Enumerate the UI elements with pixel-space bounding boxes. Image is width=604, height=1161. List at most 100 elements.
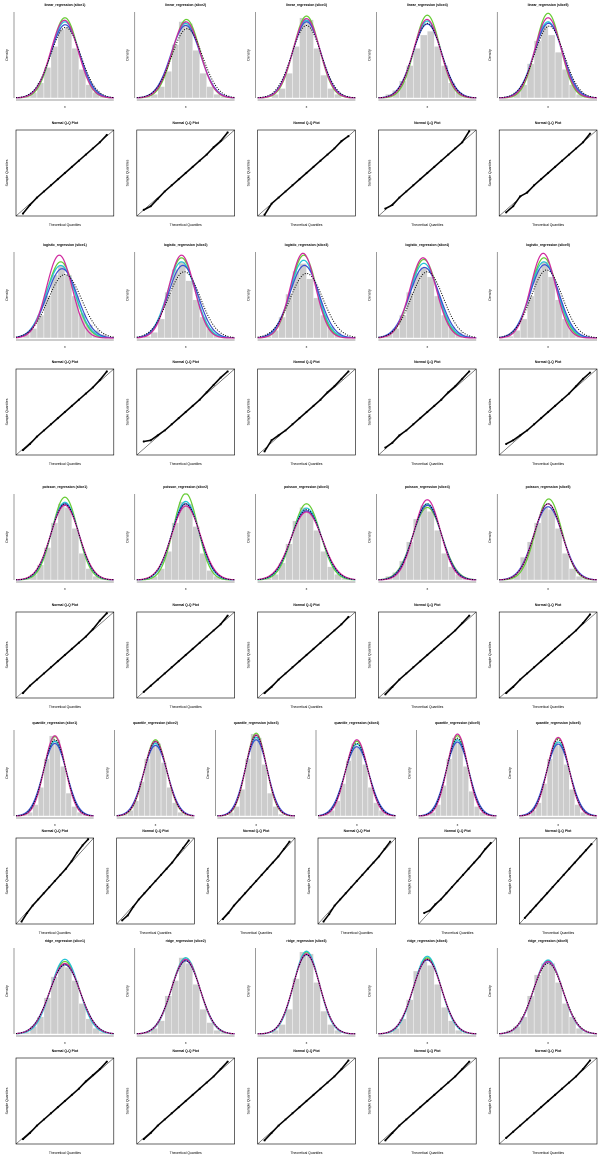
qq-point [553,165,557,168]
density-curve [378,14,477,99]
qq-point [419,1106,422,1109]
qq-point [219,1067,222,1071]
plot-frame [15,129,115,217]
qq-point [219,623,222,626]
density-curve [136,960,235,1035]
qq-point [56,1106,60,1109]
density-curve [499,17,598,99]
bar [362,764,369,817]
qq-point [25,911,29,915]
qq-point [56,417,60,420]
plot-frame [136,129,235,217]
qq-point [121,919,124,922]
qq-point [91,147,94,150]
chart-title: ridge_regression (slice1) [45,939,85,943]
chart-title: Normal Q-Q Plot [173,603,200,607]
x-axis-label: Theoretical Quantiles [532,705,564,709]
qq-point [191,647,194,650]
bar [554,51,563,99]
qq-point [312,404,315,407]
qq-point [277,196,280,199]
y-axis-label: Density [5,985,9,997]
qq-point [28,684,32,687]
bar [178,261,186,339]
qq-point [426,171,429,175]
density-curve [257,252,356,339]
bar [178,957,186,1035]
density-curve [15,496,114,581]
chart-title: Normal Q-Q Plot [142,829,169,833]
qq-point [461,377,464,380]
density-curve [418,741,497,817]
qq-point [70,404,73,407]
qq-point [98,378,101,382]
qq-line [143,131,229,211]
qq-point [333,1075,336,1078]
bar [434,984,442,1035]
qq-point [560,1087,564,1090]
bar [57,965,66,1035]
qq-point [212,146,215,149]
bar [199,553,207,581]
qq-point [263,1139,266,1142]
qq-point [372,861,375,864]
x-axis-label: x [185,1041,187,1045]
qq-point [191,165,194,168]
bar [278,813,285,817]
x-axis-label: x [306,105,308,109]
chart-title: Normal Q-Q Plot [173,360,200,364]
y-axis-label: Sample Quantiles [5,641,9,668]
qq-point [584,849,588,852]
qq-point [505,691,508,695]
plot-frame [15,837,94,925]
y-axis-label: Sample Quantiles [367,641,371,668]
qq-point [263,213,266,216]
qq-point [389,840,392,843]
y-axis-label: Sample Quantiles [126,159,130,186]
bar [313,530,321,581]
qq-point [126,914,129,917]
qq-point [319,1087,322,1090]
qq-point [176,854,179,857]
plot-frame [498,129,598,217]
density-curve [317,739,396,817]
y-axis-label: Sample Quantiles [246,159,250,186]
x-axis-label: Theoretical Quantiles [49,1151,81,1155]
qq-point [205,1081,208,1084]
y-axis-label: Density [5,49,9,61]
bar [85,1018,94,1035]
qq-point [547,171,550,175]
qq-point [447,1081,450,1084]
qq-point [574,629,578,632]
y-axis-label: Sample Quantiles [488,1087,492,1114]
qq-line [505,1059,591,1139]
qq-point [284,190,287,193]
qq-point [305,171,308,175]
qq-point [28,1131,32,1135]
qq-point [412,1112,415,1115]
qq-point [433,1093,436,1096]
qq-point [447,391,450,394]
density-curve [499,264,598,339]
qq-point [384,446,387,449]
density-curve [418,737,497,817]
qq-point [35,196,39,199]
chart-title: Normal Q-Q Plot [535,603,562,607]
y-axis-label: Sample Quantiles [508,867,512,894]
density-curve [257,17,356,99]
qq-point [547,653,550,657]
qq-point [270,439,273,442]
x-axis-label: x [547,1041,549,1045]
density-curve [317,746,396,817]
y-axis-label: Sample Quantiles [206,867,210,894]
x-axis-label: x [54,823,56,827]
chart-title: Normal Q-Q Plot [243,829,270,833]
bar [185,280,193,339]
qq-point [567,392,571,395]
qq-point [339,898,342,901]
density-curve [15,742,94,817]
qq-point [42,429,46,432]
y-axis-label: Sample Quantiles [5,1087,9,1114]
density-curve [15,964,114,1035]
qq-point [84,635,87,638]
